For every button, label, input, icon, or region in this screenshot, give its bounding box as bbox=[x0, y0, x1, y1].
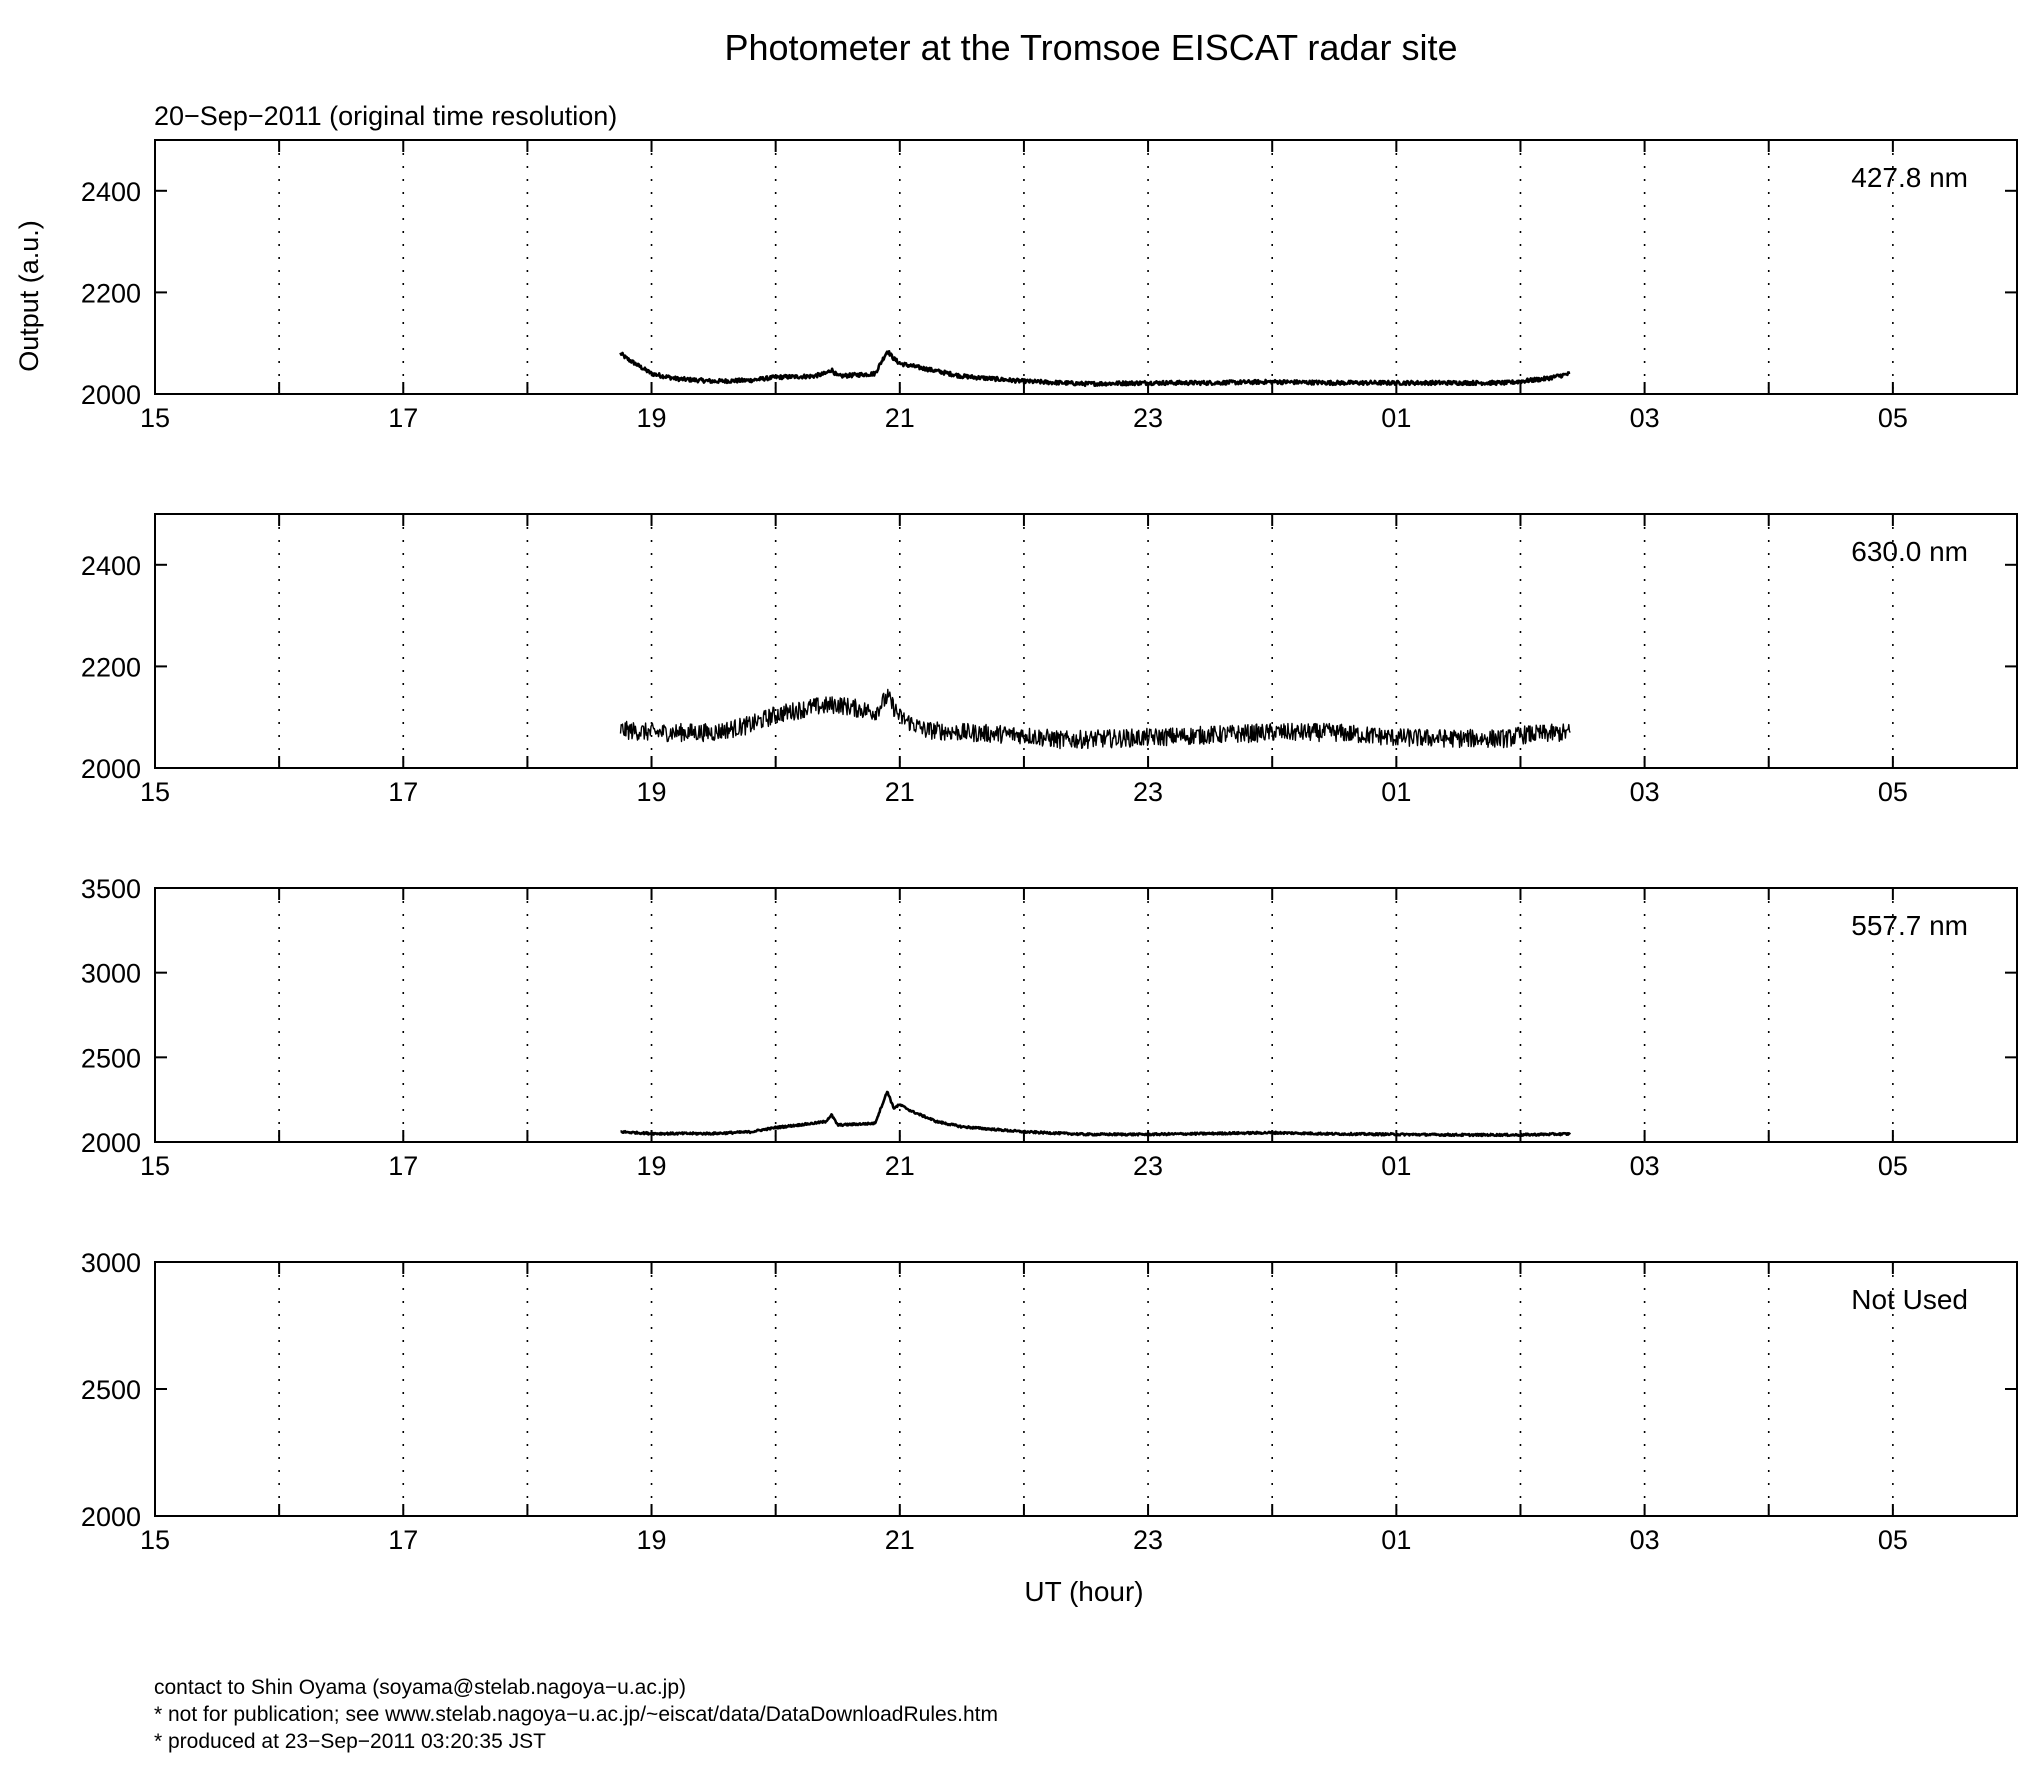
figure-subtitle: 20−Sep−2011 (original time resolution) bbox=[154, 101, 617, 131]
panel-3-series-line bbox=[619, 1090, 1572, 1138]
panel-1-series-line bbox=[619, 349, 1571, 388]
panel-3-x-tick-label: 21 bbox=[885, 1151, 915, 1181]
panel-2-y-tick-label: 2000 bbox=[81, 754, 141, 784]
x-axis-label: UT (hour) bbox=[1024, 1576, 1143, 1607]
panel-1-axes-frame bbox=[154, 139, 2018, 395]
panel-1-x-tick-label: 03 bbox=[1630, 403, 1660, 433]
footer-note: * not for publication; see www.stelab.na… bbox=[154, 1703, 998, 1726]
panel-3-wavelength-label: 557.7 nm bbox=[1851, 910, 1968, 941]
panel-3-x-tick-label: 15 bbox=[140, 1151, 170, 1181]
panel-2-y-tick-label: 2200 bbox=[81, 652, 141, 682]
panel-2-x-tick-label: 05 bbox=[1878, 777, 1908, 807]
panel-1-y-tick-label: 2200 bbox=[81, 278, 141, 308]
panel-1-x-tick-label: 23 bbox=[1133, 403, 1163, 433]
panel-3-x-tick-label: 17 bbox=[388, 1151, 418, 1181]
panel-3-x-tick-label: 01 bbox=[1381, 1151, 1411, 1181]
panel-2-series-line bbox=[619, 688, 1571, 750]
panel-3-x-tick-label: 23 bbox=[1133, 1151, 1163, 1181]
panel-3-x-tick-label: 19 bbox=[637, 1151, 667, 1181]
panel-4-x-tick-label: 01 bbox=[1381, 1525, 1411, 1555]
panel-4-x-tick-label: 17 bbox=[388, 1525, 418, 1555]
panel-2-axes-frame bbox=[154, 513, 2018, 769]
panel-4-y-tick-label: 2000 bbox=[81, 1502, 141, 1532]
panel-3-axes-frame bbox=[154, 887, 2018, 1143]
panel-4-x-tick-label: 15 bbox=[140, 1525, 170, 1555]
panel-4-x-tick-label: 03 bbox=[1630, 1525, 1660, 1555]
panel-3-y-tick-label: 2000 bbox=[81, 1128, 141, 1158]
panel-4-x-tick-label: 23 bbox=[1133, 1525, 1163, 1555]
panel-2-x-tick-label: 15 bbox=[140, 777, 170, 807]
panel-4-wavelength-label: Not Used bbox=[1851, 1284, 1968, 1315]
panel-1-x-tick-label: 15 bbox=[140, 403, 170, 433]
footer-produced: * produced at 23−Sep−2011 03:20:35 JST bbox=[154, 1730, 546, 1753]
panel-4-y-tick-label: 3000 bbox=[81, 1248, 141, 1278]
panel-1-x-tick-label: 17 bbox=[388, 403, 418, 433]
panel-4-axes-frame bbox=[154, 1261, 2018, 1517]
panel-2-x-tick-label: 03 bbox=[1630, 777, 1660, 807]
panel-4-y-tick-label: 2500 bbox=[81, 1375, 141, 1405]
panel-2-y-tick-label: 2400 bbox=[81, 551, 141, 581]
panel-1-y-tick-label: 2000 bbox=[81, 380, 141, 410]
panel-2-x-tick-label: 21 bbox=[885, 777, 915, 807]
y-axis-label: Output (a.u.) bbox=[14, 220, 44, 372]
panel-1-x-tick-label: 01 bbox=[1381, 403, 1411, 433]
panel-2-x-tick-label: 23 bbox=[1133, 777, 1163, 807]
panel-1-x-tick-label: 21 bbox=[885, 403, 915, 433]
panel-3-y-tick-label: 2500 bbox=[81, 1043, 141, 1073]
panel-1-x-tick-label: 19 bbox=[637, 403, 667, 433]
figure-title: Photometer at the Tromsoe EISCAT radar s… bbox=[725, 27, 1458, 68]
panel-4-x-tick-label: 21 bbox=[885, 1525, 915, 1555]
panel-2-wavelength-label: 630.0 nm bbox=[1851, 536, 1968, 567]
panel-2-x-tick-label: 17 bbox=[388, 777, 418, 807]
panel-3-y-tick-label: 3000 bbox=[81, 959, 141, 989]
panel-3-y-tick-label: 3500 bbox=[81, 874, 141, 904]
panel-2-x-tick-label: 19 bbox=[637, 777, 667, 807]
footer-contact: contact to Shin Oyama (soyama@stelab.nag… bbox=[154, 1676, 687, 1699]
panel-3-x-tick-label: 05 bbox=[1878, 1151, 1908, 1181]
panel-4-x-tick-label: 19 bbox=[637, 1525, 667, 1555]
panel-4-x-tick-label: 05 bbox=[1878, 1525, 1908, 1555]
panels-group: 15 17 19 21 23 01 03 05 2000 2200 2400 427.8 nm 15 17… bbox=[81, 139, 2018, 1555]
panel-2-x-tick-label: 01 bbox=[1381, 777, 1411, 807]
panel-1-wavelength-label: 427.8 nm bbox=[1851, 162, 1968, 193]
panel-1-x-tick-label: 05 bbox=[1878, 403, 1908, 433]
panel-1-y-tick-label: 2400 bbox=[81, 177, 141, 207]
panel-3-x-tick-label: 03 bbox=[1630, 1151, 1660, 1181]
